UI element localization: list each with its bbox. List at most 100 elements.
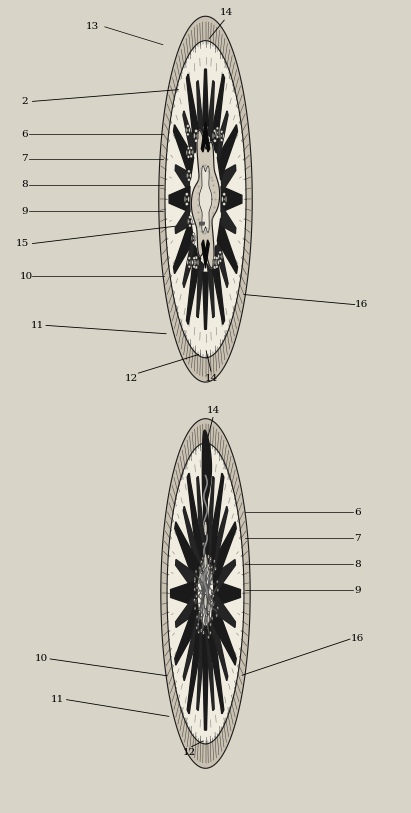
- Polygon shape: [207, 615, 224, 714]
- Text: 12: 12: [125, 373, 138, 383]
- Text: 8: 8: [21, 180, 28, 189]
- Circle shape: [187, 129, 189, 132]
- Polygon shape: [202, 430, 211, 505]
- Ellipse shape: [216, 127, 219, 130]
- Ellipse shape: [194, 259, 195, 266]
- Ellipse shape: [204, 554, 207, 568]
- Polygon shape: [183, 612, 201, 680]
- Polygon shape: [217, 219, 238, 274]
- Polygon shape: [214, 559, 236, 593]
- Polygon shape: [159, 16, 252, 382]
- Ellipse shape: [225, 196, 227, 202]
- Ellipse shape: [186, 150, 187, 155]
- Circle shape: [214, 134, 215, 137]
- Circle shape: [209, 566, 211, 570]
- Polygon shape: [217, 124, 238, 180]
- Ellipse shape: [189, 150, 190, 154]
- Polygon shape: [210, 506, 228, 575]
- Ellipse shape: [192, 150, 194, 154]
- Text: 16: 16: [355, 300, 368, 310]
- Polygon shape: [221, 186, 242, 212]
- Circle shape: [186, 198, 187, 201]
- Ellipse shape: [220, 130, 223, 133]
- Circle shape: [216, 614, 218, 617]
- Circle shape: [208, 635, 210, 639]
- Polygon shape: [210, 612, 228, 680]
- Ellipse shape: [193, 257, 196, 259]
- Circle shape: [194, 261, 195, 263]
- Text: 10: 10: [35, 654, 48, 663]
- Ellipse shape: [219, 251, 222, 254]
- Polygon shape: [210, 74, 224, 153]
- Ellipse shape: [204, 594, 207, 609]
- Text: 2: 2: [21, 97, 28, 107]
- Ellipse shape: [215, 130, 217, 135]
- Circle shape: [199, 566, 201, 570]
- Ellipse shape: [187, 219, 189, 224]
- Circle shape: [194, 598, 196, 602]
- Circle shape: [224, 198, 225, 201]
- Ellipse shape: [215, 260, 216, 265]
- Text: 7: 7: [354, 533, 361, 543]
- Ellipse shape: [184, 196, 186, 202]
- Circle shape: [198, 630, 200, 634]
- Circle shape: [211, 590, 213, 593]
- Ellipse shape: [195, 266, 198, 269]
- Circle shape: [213, 559, 215, 563]
- Polygon shape: [165, 41, 246, 358]
- Polygon shape: [175, 522, 200, 589]
- Ellipse shape: [212, 259, 214, 266]
- Polygon shape: [175, 165, 190, 192]
- Polygon shape: [169, 186, 190, 212]
- Ellipse shape: [187, 124, 189, 128]
- Circle shape: [211, 565, 213, 568]
- Circle shape: [188, 174, 189, 176]
- Circle shape: [206, 613, 208, 617]
- Polygon shape: [214, 593, 236, 628]
- Ellipse shape: [218, 254, 219, 259]
- Polygon shape: [183, 506, 201, 575]
- Text: 12: 12: [182, 747, 196, 757]
- Ellipse shape: [189, 215, 191, 219]
- Circle shape: [194, 580, 196, 583]
- Ellipse shape: [189, 128, 190, 133]
- Ellipse shape: [218, 260, 219, 265]
- Circle shape: [208, 611, 210, 615]
- Polygon shape: [192, 130, 219, 268]
- Ellipse shape: [190, 260, 192, 265]
- Circle shape: [196, 134, 197, 137]
- Ellipse shape: [195, 129, 198, 133]
- Text: 15: 15: [16, 239, 29, 249]
- Polygon shape: [187, 246, 201, 324]
- Ellipse shape: [185, 202, 188, 206]
- Circle shape: [219, 255, 221, 258]
- Polygon shape: [175, 593, 197, 628]
- Circle shape: [201, 560, 202, 564]
- Circle shape: [215, 567, 216, 571]
- Polygon shape: [187, 615, 204, 714]
- Circle shape: [202, 568, 204, 572]
- Ellipse shape: [193, 265, 196, 268]
- Polygon shape: [215, 238, 228, 288]
- Ellipse shape: [187, 260, 188, 265]
- Ellipse shape: [221, 254, 223, 259]
- Polygon shape: [202, 626, 209, 730]
- Ellipse shape: [223, 193, 226, 196]
- Polygon shape: [167, 443, 244, 744]
- Ellipse shape: [187, 155, 190, 159]
- Circle shape: [200, 616, 202, 620]
- Ellipse shape: [194, 133, 195, 139]
- Polygon shape: [215, 111, 228, 160]
- Ellipse shape: [212, 133, 214, 139]
- Circle shape: [200, 570, 202, 574]
- Circle shape: [197, 623, 199, 626]
- Circle shape: [209, 559, 211, 563]
- Ellipse shape: [187, 173, 188, 178]
- Polygon shape: [171, 580, 197, 606]
- Circle shape: [210, 598, 212, 602]
- Polygon shape: [208, 80, 214, 139]
- Ellipse shape: [191, 219, 192, 224]
- Ellipse shape: [197, 259, 199, 266]
- Ellipse shape: [213, 256, 216, 259]
- Ellipse shape: [219, 133, 221, 138]
